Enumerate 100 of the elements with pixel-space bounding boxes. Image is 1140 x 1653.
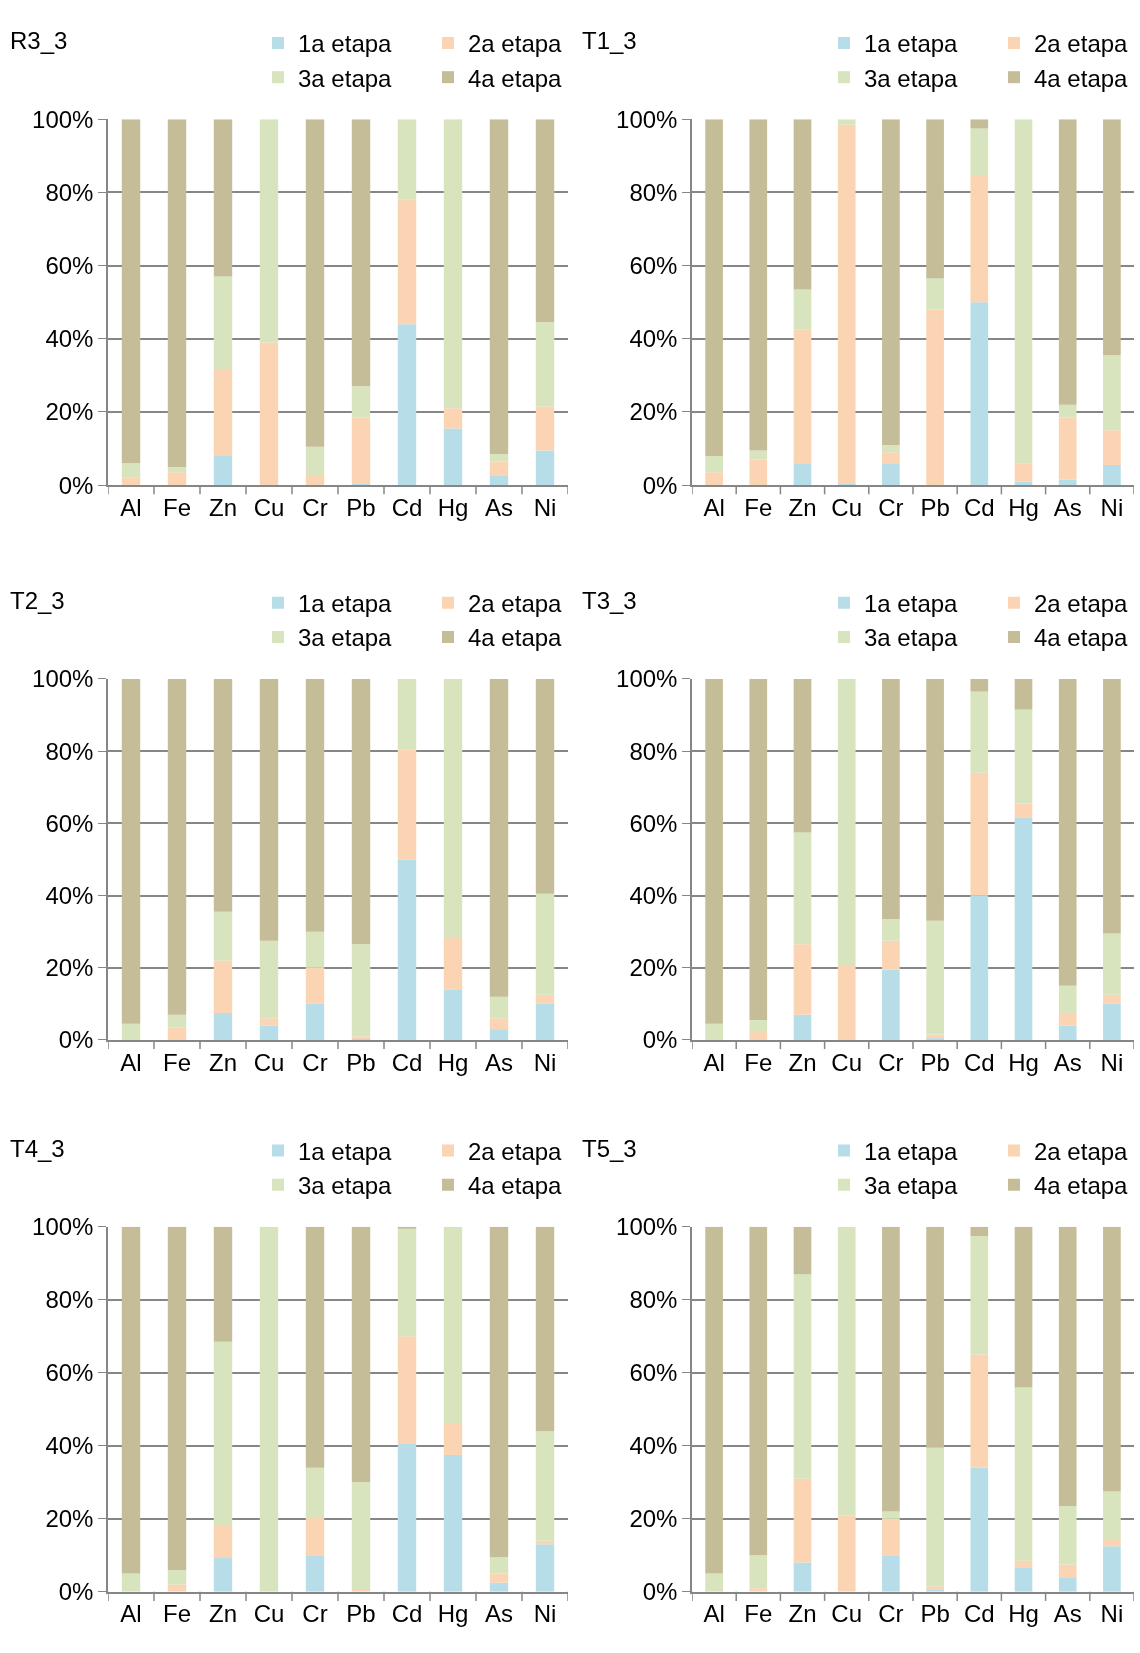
x-tick-label: Cu bbox=[831, 493, 863, 521]
legend-label: 4a etapa bbox=[1034, 624, 1129, 652]
x-tick-label: Cd bbox=[963, 1600, 995, 1628]
y-tick-label: 80% bbox=[45, 178, 94, 206]
y-tick-label: 0% bbox=[58, 471, 94, 499]
legend-label: 4a etapa bbox=[468, 64, 563, 92]
x-tick-label: Pb bbox=[920, 1600, 950, 1628]
x-tick-label: As bbox=[1053, 493, 1082, 521]
y-tick-label: 80% bbox=[629, 1286, 678, 1314]
x-tick-label: Zn bbox=[208, 1600, 238, 1628]
legend-label: 2a etapa bbox=[1034, 1137, 1129, 1165]
y-tick-label: 40% bbox=[45, 325, 94, 353]
x-tick-label: As bbox=[484, 493, 514, 521]
x-tick-label: Zn bbox=[208, 493, 238, 521]
legend-label: 4a etapa bbox=[1034, 1172, 1129, 1200]
x-tick-label: Fe bbox=[162, 1600, 192, 1628]
chart-title: R3_3 bbox=[10, 27, 68, 54]
x-tick-label: As bbox=[1053, 1600, 1082, 1628]
legend-label: 1a etapa bbox=[298, 30, 393, 58]
x-tick-label: Ni bbox=[1100, 493, 1124, 521]
x-tick-label: Cr bbox=[878, 1600, 904, 1628]
y-tick-label: 60% bbox=[45, 1359, 94, 1387]
x-tick-label: Pb bbox=[920, 493, 950, 521]
y-tick-label: 100% bbox=[32, 665, 94, 693]
x-tick-label: Hg bbox=[437, 493, 469, 521]
y-tick-label: 40% bbox=[629, 881, 678, 909]
y-tick-label: 60% bbox=[629, 809, 678, 837]
x-tick-label: Zn bbox=[788, 1048, 817, 1076]
legend-label: 1a etapa bbox=[864, 1137, 959, 1165]
x-tick-label: Al bbox=[703, 1048, 725, 1076]
legend-label: 4a etapa bbox=[1034, 64, 1129, 92]
y-tick-label: 20% bbox=[629, 1505, 678, 1533]
x-tick-label: Al bbox=[120, 1600, 142, 1628]
x-tick-label: Hg bbox=[437, 1600, 469, 1628]
x-tick-label: Cd bbox=[391, 1600, 423, 1628]
x-tick-label: Cu bbox=[831, 1048, 863, 1076]
x-tick-label: Ni bbox=[533, 493, 557, 521]
x-tick-label: Cr bbox=[878, 493, 904, 521]
y-tick-label: 0% bbox=[58, 1578, 94, 1606]
x-tick-label: Cu bbox=[253, 1600, 285, 1628]
y-tick-label: 0% bbox=[642, 1578, 678, 1606]
legend-label: 3a etapa bbox=[864, 1172, 959, 1200]
chart-title: T5_3 bbox=[582, 1135, 637, 1162]
legend-label: 4a etapa bbox=[468, 1172, 563, 1200]
legend-label: 2a etapa bbox=[1034, 590, 1129, 618]
x-tick-label: Cd bbox=[963, 493, 995, 521]
legend-label: 2a etapa bbox=[1034, 30, 1129, 58]
y-tick-label: 20% bbox=[629, 398, 678, 426]
x-tick-label: Zn bbox=[788, 1600, 817, 1628]
y-tick-label: 0% bbox=[58, 1026, 94, 1054]
y-tick-label: 60% bbox=[45, 252, 94, 280]
x-tick-label: Pb bbox=[346, 1048, 376, 1076]
y-tick-label: 40% bbox=[45, 881, 94, 909]
y-tick-label: 40% bbox=[45, 1432, 94, 1460]
x-tick-label: Hg bbox=[1008, 1048, 1039, 1076]
x-tick-label: Cr bbox=[302, 1048, 328, 1076]
legend-label: 2a etapa bbox=[468, 30, 563, 58]
x-tick-label: Cr bbox=[302, 1600, 328, 1628]
x-tick-label: Fe bbox=[162, 493, 192, 521]
y-tick-label: 100% bbox=[616, 665, 678, 693]
legend-label: 3a etapa bbox=[864, 624, 959, 652]
x-tick-label: Hg bbox=[1008, 493, 1039, 521]
x-tick-label: Fe bbox=[744, 1048, 773, 1076]
legend-label: 2a etapa bbox=[468, 1137, 563, 1165]
y-tick-label: 20% bbox=[45, 954, 94, 982]
x-tick-label: Pb bbox=[346, 1600, 376, 1628]
x-tick-label: Fe bbox=[744, 493, 773, 521]
x-tick-label: Cr bbox=[878, 1048, 904, 1076]
chart-title: T2_3 bbox=[10, 587, 65, 614]
x-tick-label: Ni bbox=[533, 1600, 557, 1628]
y-tick-label: 80% bbox=[629, 737, 678, 765]
y-tick-label: 60% bbox=[45, 809, 94, 837]
y-tick-label: 80% bbox=[629, 178, 678, 206]
x-tick-label: Pb bbox=[346, 493, 376, 521]
x-tick-label: Hg bbox=[1008, 1600, 1039, 1628]
x-tick-label: As bbox=[1053, 1048, 1082, 1076]
y-tick-label: 40% bbox=[629, 325, 678, 353]
y-tick-label: 0% bbox=[642, 471, 678, 499]
x-tick-label: Al bbox=[703, 493, 725, 521]
y-tick-label: 100% bbox=[616, 1213, 678, 1241]
y-tick-label: 60% bbox=[629, 252, 678, 280]
x-tick-label: Pb bbox=[920, 1048, 950, 1076]
x-tick-label: Ni bbox=[533, 1048, 557, 1076]
x-tick-label: Cu bbox=[831, 1600, 863, 1628]
x-tick-label: Ni bbox=[1100, 1048, 1124, 1076]
y-tick-label: 20% bbox=[45, 1505, 94, 1533]
x-tick-label: Al bbox=[703, 1600, 725, 1628]
x-tick-label: Fe bbox=[162, 1048, 192, 1076]
x-tick-label: Cr bbox=[302, 493, 328, 521]
x-tick-label: Zn bbox=[788, 493, 817, 521]
x-tick-label: Al bbox=[120, 1048, 142, 1076]
legend-label: 3a etapa bbox=[298, 64, 393, 92]
y-tick-label: 20% bbox=[45, 398, 94, 426]
y-tick-label: 80% bbox=[45, 1286, 94, 1314]
y-tick-label: 40% bbox=[629, 1432, 678, 1460]
x-tick-label: Al bbox=[120, 493, 142, 521]
y-tick-label: 100% bbox=[32, 1213, 94, 1241]
x-tick-label: Cu bbox=[253, 1048, 285, 1076]
legend-label: 3a etapa bbox=[298, 1172, 393, 1200]
y-tick-label: 0% bbox=[642, 1026, 678, 1054]
